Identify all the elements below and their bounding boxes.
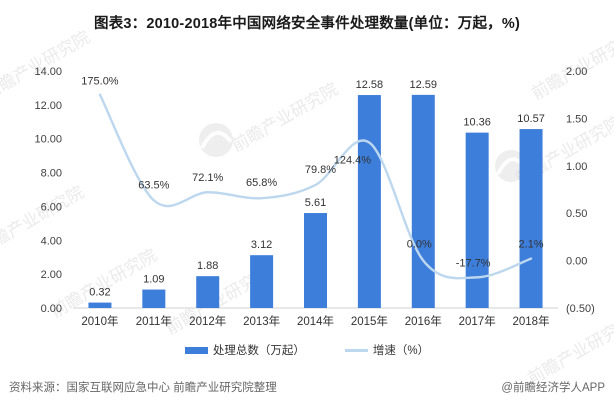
x-axis-category-label: 2014年 <box>297 314 334 328</box>
line-value-label: 175.0% <box>81 76 119 88</box>
bar <box>304 213 327 308</box>
bar <box>519 129 543 308</box>
legend-label-growth: 增速（%） <box>372 345 430 357</box>
watermark-globe-icon <box>495 150 527 182</box>
left-axis-tick: 12.00 <box>34 100 62 112</box>
line-value-label: -17.7% <box>456 257 491 269</box>
right-axis-tick: 2.00 <box>566 66 587 78</box>
bar <box>357 95 381 308</box>
line-value-label: 0.0% <box>407 239 432 251</box>
bar <box>88 302 112 308</box>
left-axis-tick: 10.00 <box>34 134 62 146</box>
legend-item-growth: 增速（%） <box>344 342 430 358</box>
x-axis-category-label: 2015年 <box>351 314 388 328</box>
footer: 资料来源：国家互联网应急中心 前瞻产业研究院整理 @前瞻经济学人APP <box>0 379 614 395</box>
bar-value-label: 1.09 <box>143 274 164 286</box>
bar-value-label: 10.57 <box>517 113 545 125</box>
source-note: 资料来源：国家互联网应急中心 前瞻产业研究院整理 <box>9 382 277 394</box>
x-axis-category-label: 2013年 <box>243 314 280 328</box>
right-axis-tick: 0.00 <box>566 256 587 268</box>
legend: 处理总数（万起） 增速（%） <box>0 342 614 358</box>
bar-value-label: 1.88 <box>197 260 218 272</box>
x-axis-category-label: 2012年 <box>189 314 226 328</box>
line-value-label: 63.5% <box>138 179 169 191</box>
bar-series-swatch <box>184 346 208 354</box>
left-axis-tick: 14.00 <box>34 66 62 78</box>
x-axis-category-label: 2017年 <box>459 314 496 328</box>
left-axis-tick: 4.00 <box>41 235 62 247</box>
bar <box>465 132 489 308</box>
legend-item-total: 处理总数（万起） <box>184 342 305 358</box>
bar <box>142 289 166 308</box>
left-axis-tick: 8.00 <box>41 168 62 180</box>
x-axis-category-label: 2010年 <box>81 314 118 328</box>
right-axis-tick: 1.00 <box>566 161 587 173</box>
chart-title: 图表3：2010-2018年中国网络安全事件处理数量(单位：万起，%) <box>94 16 520 32</box>
line-value-label: 79.8% <box>305 164 336 176</box>
left-axis-tick: 6.00 <box>41 201 62 213</box>
x-axis-category-label: 2018年 <box>513 314 550 328</box>
bar-value-label: 3.12 <box>251 239 272 251</box>
bar <box>196 276 220 308</box>
growth-line <box>98 93 533 280</box>
line-value-label: 124.4% <box>334 155 372 167</box>
bar-value-label: 5.61 <box>305 197 326 209</box>
bar <box>411 94 435 308</box>
left-axis-tick: 2.00 <box>41 269 62 281</box>
right-axis-tick: 0.50 <box>566 208 587 220</box>
x-axis-category-label: 2016年 <box>405 314 442 328</box>
watermark-globe-icon <box>199 123 233 157</box>
watermark-globe-swoosh <box>200 131 233 149</box>
right-axis-tick: (0.50) <box>566 303 595 315</box>
bar-value-label: 0.32 <box>89 287 110 299</box>
right-axis-tick: 1.50 <box>566 113 587 125</box>
watermark-text: 前瞻产业研究院 <box>229 80 342 156</box>
bar-value-label: 10.36 <box>463 117 491 129</box>
left-axis-tick: 0.00 <box>41 303 62 315</box>
bar-value-label: 12.59 <box>410 79 438 91</box>
line-series-swatch <box>344 348 368 352</box>
bar-value-label: 12.58 <box>356 79 384 91</box>
bar <box>250 255 274 308</box>
line-value-label: 65.8% <box>246 177 277 189</box>
brand-credit: @前瞻经济学人APP <box>501 382 605 394</box>
x-axis-category-label: 2011年 <box>136 314 172 328</box>
line-value-label: 72.1% <box>192 172 223 184</box>
line-value-label: 2.1% <box>519 239 544 251</box>
legend-label-total: 处理总数（万起） <box>212 345 305 357</box>
